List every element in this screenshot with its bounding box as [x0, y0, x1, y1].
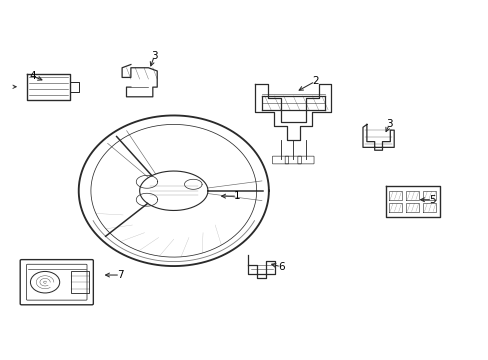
Polygon shape	[385, 186, 439, 217]
Text: 3: 3	[385, 120, 392, 129]
Polygon shape	[248, 255, 274, 278]
Text: 7: 7	[117, 270, 123, 280]
Polygon shape	[122, 64, 157, 97]
Text: 1: 1	[233, 191, 240, 201]
Text: 2: 2	[311, 76, 318, 86]
Polygon shape	[26, 74, 70, 100]
Text: 5: 5	[428, 195, 435, 205]
Text: 3: 3	[151, 51, 157, 61]
FancyBboxPatch shape	[20, 260, 93, 305]
Polygon shape	[362, 125, 393, 150]
Text: 6: 6	[277, 262, 284, 272]
Text: 4: 4	[29, 71, 36, 81]
